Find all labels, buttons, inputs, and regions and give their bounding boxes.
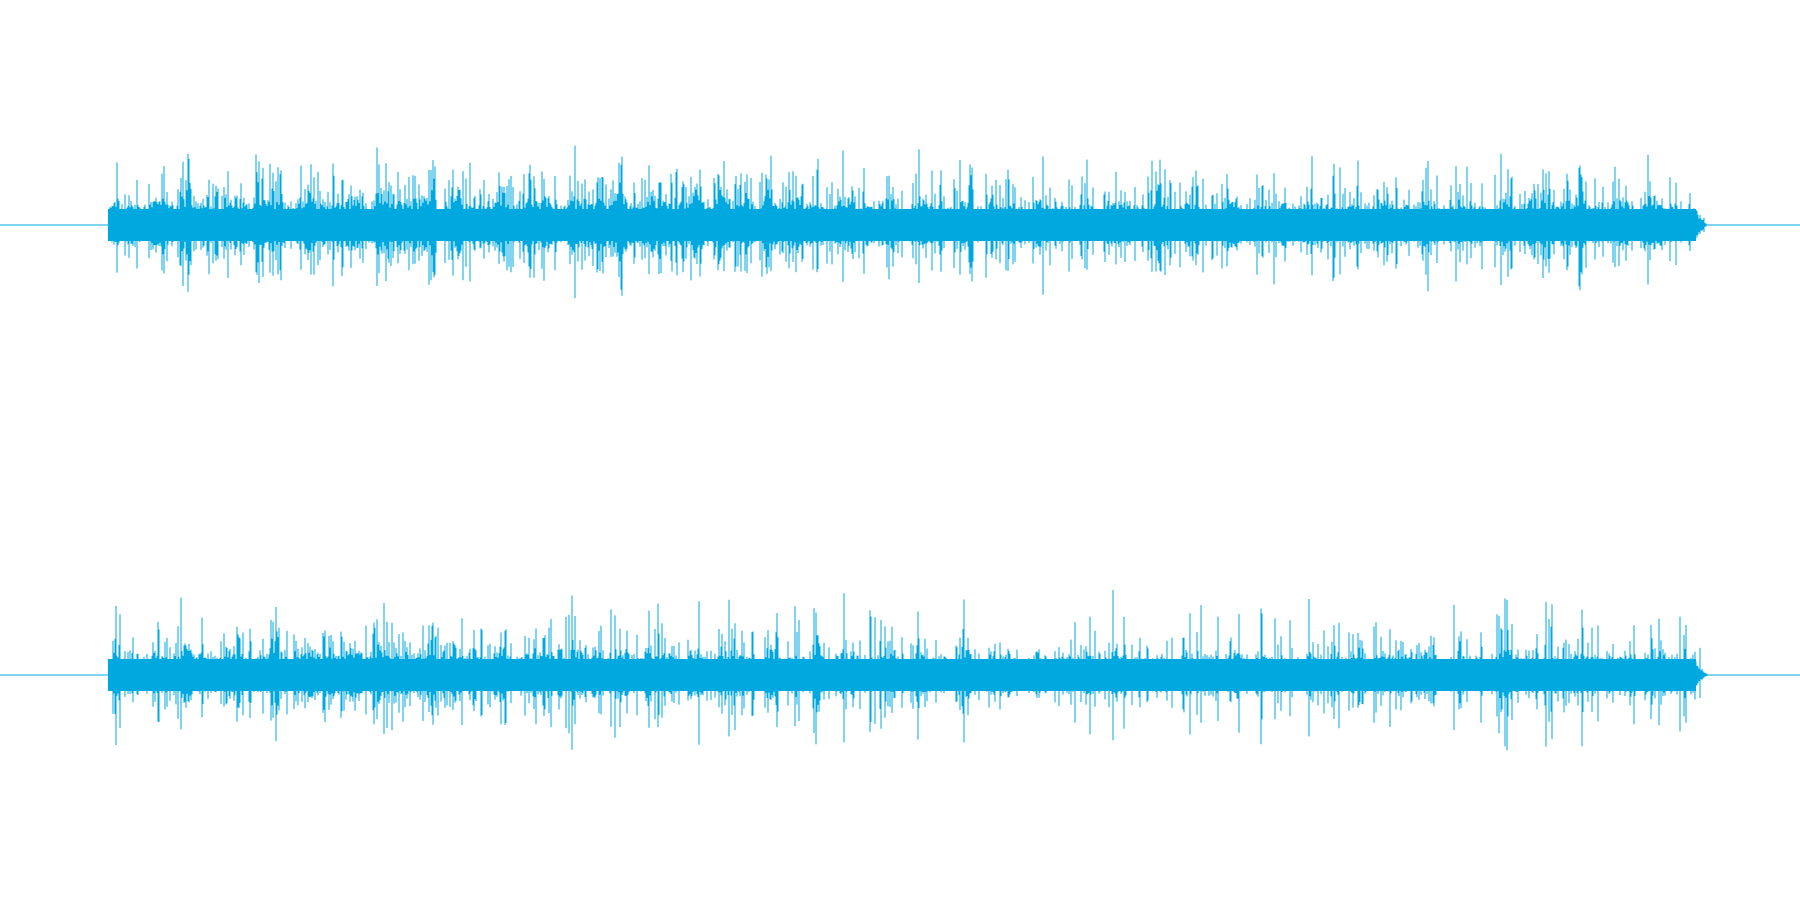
channel-left-waveform xyxy=(0,145,1800,299)
waveform-samples xyxy=(108,145,1708,299)
waveform-samples xyxy=(108,590,1708,751)
channel-right-waveform xyxy=(0,590,1800,751)
